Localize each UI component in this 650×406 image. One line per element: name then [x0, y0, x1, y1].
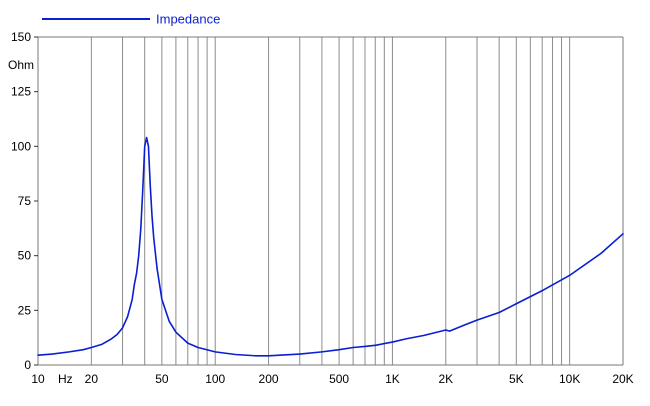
x-tick-label: 100 [205, 372, 225, 386]
grid-layer [90, 37, 571, 365]
x-tick-label: 500 [329, 372, 349, 386]
x-tick-label: 1K [385, 372, 400, 386]
x-tick-label: 2K [438, 372, 453, 386]
y-tick-label: 50 [18, 249, 32, 263]
series-layer [37, 136, 624, 357]
x-tick-label: 200 [259, 372, 279, 386]
y-tick-label: 75 [18, 194, 32, 208]
y-tick-label: 150 [11, 30, 31, 44]
x-tick-label: 20K [612, 372, 633, 386]
legend-label-impedance: Impedance [156, 12, 220, 27]
y-tick-label: 0 [24, 358, 31, 372]
x-tick-label: 5K [509, 372, 524, 386]
x-tick-label: 10 [31, 372, 45, 386]
x-tick-labels: 10 20 50 100 200 500 1K 2K 5K 10K 20K [31, 372, 633, 386]
x-tick-label: 10K [559, 372, 580, 386]
y-tick-label: 100 [11, 139, 31, 153]
y-tick-label: 25 [18, 303, 32, 317]
legend: Impedance [42, 12, 220, 27]
y-axis-label: Ohm [8, 58, 34, 72]
series-line-impedance [37, 136, 624, 357]
y-tick-label: 125 [11, 85, 31, 99]
x-axis-unit-label: Hz [58, 372, 73, 386]
y-tick-labels: 0 25 50 75 100 125 150 [11, 30, 38, 372]
x-tick-label: 50 [155, 372, 169, 386]
x-tick-label: 20 [85, 372, 99, 386]
